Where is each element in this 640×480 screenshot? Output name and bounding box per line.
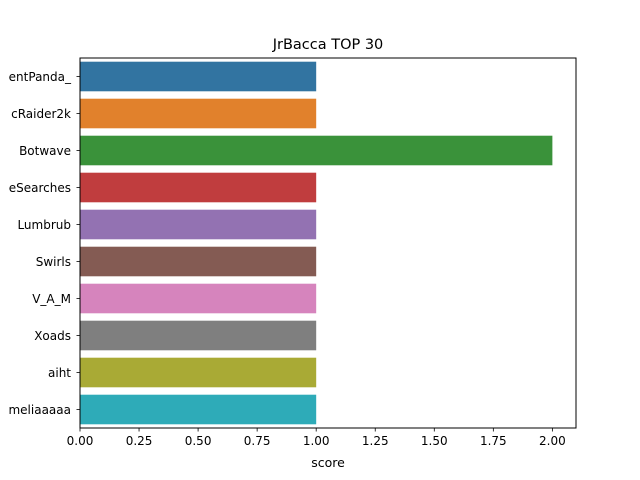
y-tick-label: Lumbrub: [17, 218, 71, 232]
x-tick-label: 1.25: [362, 434, 389, 448]
x-tick-label: 2.00: [539, 434, 566, 448]
bar-8: [80, 357, 317, 388]
y-tick-label: Swirls: [36, 255, 71, 269]
y-tick-label: eSearches: [9, 181, 71, 195]
x-tick-label: 0.00: [67, 434, 94, 448]
chart-title: JrBacca TOP 30: [272, 37, 384, 53]
bars-group: [80, 61, 553, 425]
bar-1: [80, 98, 317, 129]
y-tick-label: Xoads: [34, 329, 71, 343]
x-axis-label: score: [311, 455, 345, 470]
y-tick-label: Botwave: [19, 144, 71, 158]
y-tick-label: meliaaaaa: [8, 403, 71, 417]
bar-4: [80, 209, 317, 240]
bar-2: [80, 135, 553, 166]
bar-0: [80, 61, 317, 92]
bar-7: [80, 320, 317, 351]
bar-3: [80, 172, 317, 203]
y-axis-ticks: entPanda_ cRaider2k Botwave eSearches Lumbru…: [8, 70, 80, 417]
x-axis-ticks: 0.00 0.25 0.50 0.75 1.00 1.25 1.50 1.75 2.00: [67, 428, 566, 448]
bar-6: [80, 283, 317, 314]
x-tick-label: 0.25: [126, 434, 153, 448]
x-tick-label: 1.50: [421, 434, 448, 448]
plot-frame: [79, 57, 577, 429]
bar-9: [80, 394, 317, 425]
x-tick-label: 0.50: [185, 434, 212, 448]
x-tick-label: 1.75: [480, 434, 507, 448]
bar-5: [80, 246, 317, 277]
y-tick-label: aiht: [48, 366, 71, 380]
x-tick-label: 1.00: [303, 434, 330, 448]
x-tick-label: 0.75: [244, 434, 271, 448]
y-tick-label: V_A_M: [32, 292, 71, 306]
y-tick-label: entPanda_: [9, 70, 72, 84]
y-tick-label: cRaider2k: [11, 107, 71, 121]
